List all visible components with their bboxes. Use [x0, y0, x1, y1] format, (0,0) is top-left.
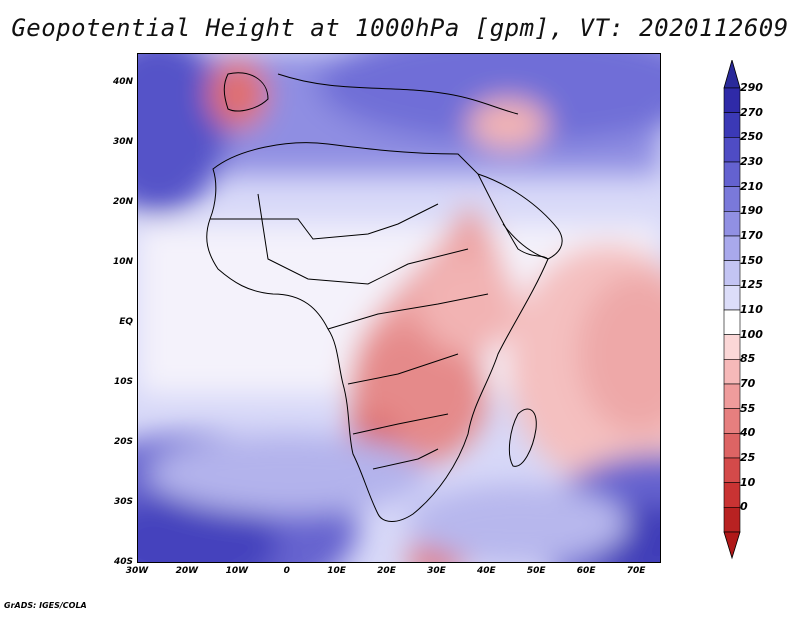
- coastlines: [206, 72, 563, 522]
- colorbar-label: 210: [740, 179, 763, 193]
- lon-label: 40E: [476, 566, 496, 576]
- colorbar-swatch: [723, 112, 741, 138]
- lon-label: 0: [283, 566, 290, 576]
- colorbar-label: 190: [740, 204, 763, 218]
- lat-label: 30N: [112, 137, 133, 147]
- chart-title: Geopotential Height at 1000hPa [gpm], VT…: [11, 14, 789, 42]
- colorbar-label: 150: [740, 253, 763, 267]
- lat-label: 20S: [113, 437, 133, 447]
- lon-label: 70E: [626, 566, 646, 576]
- colorbar-label: 70: [740, 377, 756, 390]
- colorbar-label: 250: [740, 130, 763, 144]
- lat-label: 10N: [112, 257, 133, 267]
- colorbar-label: 125: [740, 278, 763, 292]
- colorbar-swatch: [723, 482, 741, 508]
- height-field: [138, 54, 660, 562]
- colorbar-extend-bottom: [723, 531, 741, 560]
- lon-label: 30W: [125, 566, 149, 576]
- colorbar-swatch: [723, 211, 741, 237]
- colorbar-swatch: [723, 433, 741, 459]
- colorbar-swatch: [723, 334, 741, 360]
- colorbar-swatch: [723, 507, 741, 533]
- lat-label: 10S: [113, 377, 133, 387]
- colorbar-label: 100: [740, 327, 763, 341]
- credit-label: GrADS: IGES/COLA: [4, 601, 87, 610]
- lon-label: 10E: [327, 566, 346, 576]
- lon-label: 20W: [175, 566, 199, 576]
- lon-label: 60E: [576, 566, 596, 576]
- colorbar-label: 110: [740, 303, 763, 316]
- colorbar-swatch: [723, 260, 741, 286]
- colorbar-swatch: [723, 137, 741, 163]
- colorbar-swatch: [723, 235, 741, 261]
- colorbar-extend-top: [723, 60, 741, 89]
- colorbar-swatch: [723, 87, 741, 113]
- lon-label: 30E: [427, 566, 446, 576]
- lon-label: 20E: [377, 566, 396, 576]
- colorbar-label: 25: [740, 451, 756, 464]
- colorbar-label: 230: [740, 155, 763, 168]
- colorbar-label: 85: [740, 352, 756, 366]
- colorbar-label: 270: [740, 105, 763, 119]
- colorbar-swatch: [723, 408, 741, 434]
- colorbar-swatch: [723, 383, 741, 409]
- colorbar-swatch: [723, 359, 741, 385]
- colorbar-label: 55: [740, 401, 756, 415]
- lat-label: EQ: [119, 317, 133, 327]
- colorbar-swatch: [723, 186, 741, 212]
- lat-label: 40S: [113, 557, 133, 567]
- colorbar-label: 170: [740, 229, 763, 242]
- colorbar-swatch: [723, 457, 741, 483]
- lat-label: 40N: [112, 77, 133, 87]
- lon-label: 10W: [225, 566, 249, 576]
- map-panel: [137, 53, 661, 563]
- lon-label: 50E: [526, 566, 546, 576]
- colorbar-label: 40: [740, 426, 756, 440]
- colorbar-label: 290: [740, 81, 763, 94]
- lat-label: 20N: [112, 197, 133, 207]
- colorbar-label: 10: [740, 475, 756, 489]
- colorbar-label: 0: [740, 500, 748, 514]
- lat-label: 30S: [113, 497, 133, 507]
- colorbar-swatch: [723, 309, 741, 335]
- colorbar: [723, 60, 741, 560]
- colorbar-swatch: [723, 161, 741, 187]
- colorbar-swatch: [723, 285, 741, 311]
